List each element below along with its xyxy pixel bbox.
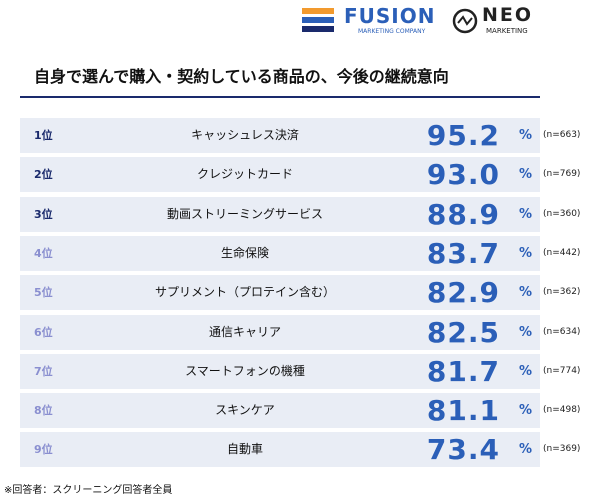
table-row: 3位 動画ストリーミングサービス 88.9% (20, 196, 540, 232)
table-row: 1位 キャッシュレス決済 95.2% (20, 118, 540, 153)
neo-logo: NEO (482, 4, 534, 26)
fusion-sub: MARKETING COMPANY (358, 28, 426, 35)
item-name: 動画ストリーミングサービス (166, 206, 323, 221)
fusion-icon (302, 8, 334, 32)
fusion-logo: FUSION (344, 4, 436, 28)
value: 83.7 (426, 236, 500, 270)
unit: % (518, 245, 532, 261)
neo-icon (452, 8, 478, 34)
table-row: 8位 スキンケア 81.1% (20, 393, 540, 429)
rank: 4位 (34, 246, 53, 260)
rank: 9位 (34, 443, 53, 457)
item-name: 通信キャリア (208, 324, 281, 339)
sample-size: (n=769) (543, 169, 581, 180)
rank: 7位 (34, 364, 53, 378)
item-name: キャッシュレス決済 (191, 128, 299, 142)
table-row: 6位 通信キャリア 82.5% (20, 314, 540, 350)
unit: % (518, 167, 532, 183)
sample-size: (n=360) (543, 208, 581, 219)
neo-sub: MARKETING (486, 27, 528, 35)
value: 81.7 (426, 354, 500, 388)
rank: 5位 (34, 286, 53, 300)
sample-size: (n=369) (543, 444, 581, 455)
item-name: サプリメント（プロテイン含む） (154, 285, 335, 300)
table-row: 4位 生命保険 83.7% (20, 235, 540, 271)
value: 88.9 (426, 197, 500, 231)
table-row: 2位 クレジットカード 93.0% (20, 157, 540, 193)
sample-size: (n=774) (543, 365, 581, 376)
sample-size: (n=442) (543, 247, 581, 258)
unit: % (518, 324, 532, 340)
value: 82.5 (426, 315, 500, 349)
value: 81.1 (426, 394, 500, 428)
unit: % (518, 285, 532, 301)
item-name: 生命保険 (220, 245, 269, 260)
unit: % (518, 403, 532, 419)
item-name: クレジットカード (196, 167, 293, 182)
value: 93.0 (426, 158, 500, 192)
unit: % (518, 206, 532, 222)
rank: 2位 (34, 168, 53, 182)
sample-size: (n=498) (543, 405, 581, 416)
title-rule (20, 96, 540, 98)
value: 95.2 (426, 119, 500, 152)
value: 73.4 (426, 433, 500, 467)
rank: 3位 (34, 207, 53, 221)
unit: % (518, 363, 532, 379)
sample-size: (n=663) (543, 130, 581, 140)
sample-size: (n=362) (543, 287, 581, 298)
item-name: 自動車 (226, 442, 263, 457)
item-name: スマートフォンの機種 (185, 363, 305, 378)
value: 82.9 (426, 276, 500, 310)
item-name: スキンケア (215, 403, 275, 418)
table-row: 5位 サプリメント（プロテイン含む） 82.9% (20, 275, 540, 311)
unit: % (518, 442, 532, 458)
title: 自身で選んで購入・契約している商品の、今後の継続意向 (34, 67, 449, 86)
sample-size: (n=634) (543, 326, 581, 337)
unit: % (518, 128, 532, 143)
rank: 1位 (34, 129, 53, 142)
table-row: 7位 スマートフォンの機種 81.7% (20, 353, 540, 389)
rank: 8位 (34, 404, 53, 418)
table-row: 9位 自動車 73.4% (20, 432, 540, 468)
footnote: ※回答者：スクリーニング回答者全員 (4, 485, 173, 496)
rank: 6位 (34, 325, 53, 339)
